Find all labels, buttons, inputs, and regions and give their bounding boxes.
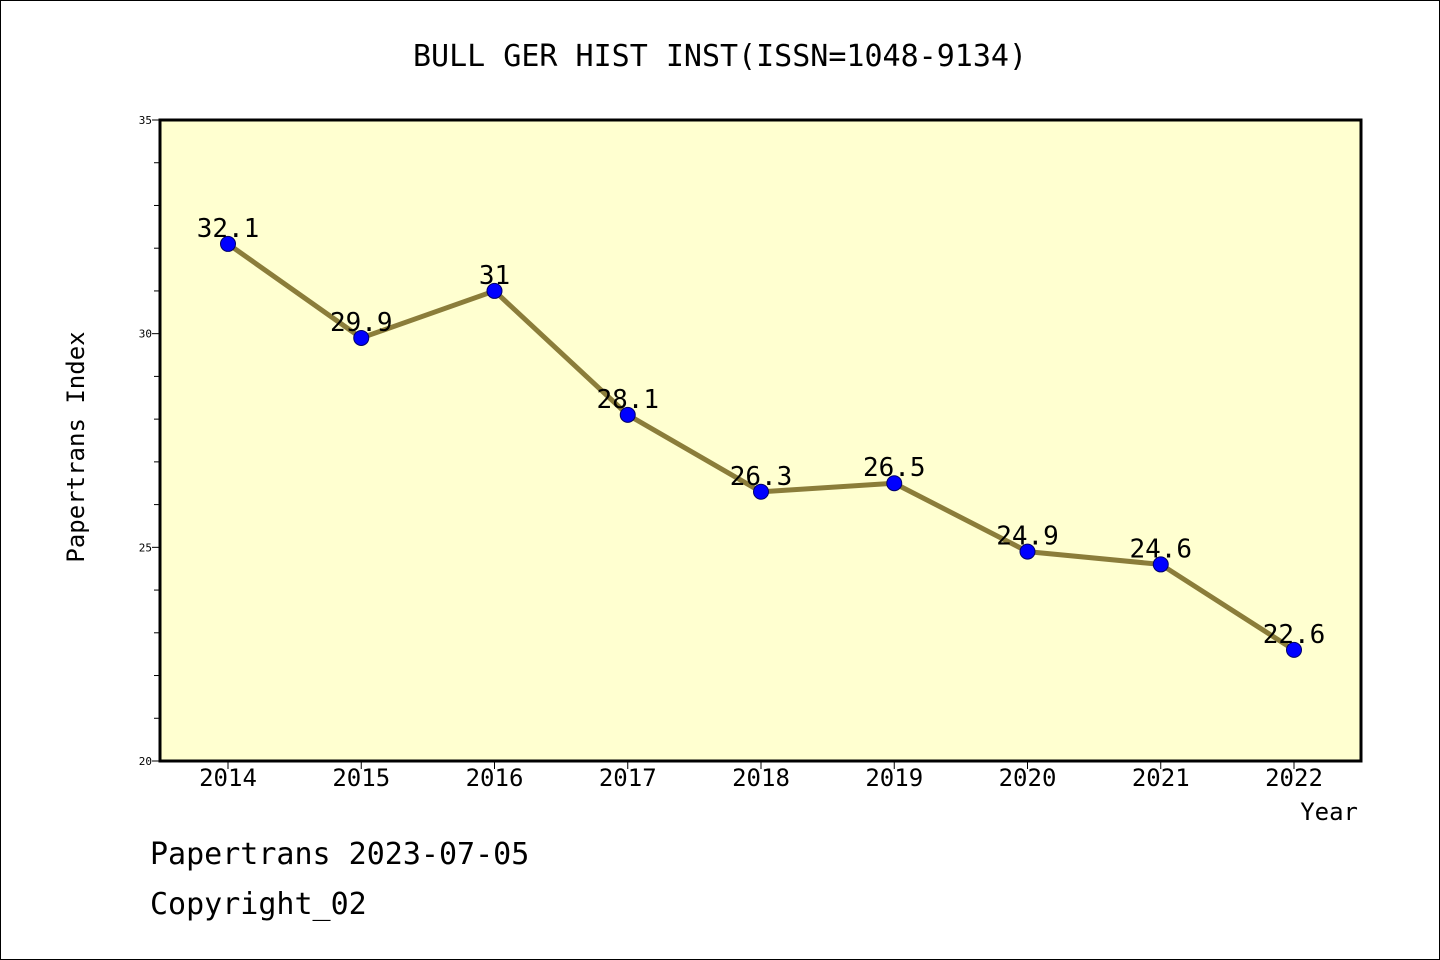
data-point [1286, 641, 1302, 658]
data-point [353, 329, 370, 346]
data-label: 29.9 [330, 308, 393, 338]
chart-title: BULL GER HIST INST(ISSN=1048-9134) [413, 39, 1027, 74]
data-label: 26.3 [730, 462, 793, 492]
data-label: 24.6 [1129, 534, 1192, 564]
data-point [753, 483, 769, 500]
data-point [1152, 556, 1169, 573]
data-point [886, 475, 903, 492]
x-tick-label: 2017 [599, 764, 657, 792]
x-tick-label: 2021 [1132, 764, 1190, 792]
y-tick-label: 30 [139, 328, 152, 341]
x-tick-label: 2016 [466, 764, 524, 792]
data-label: 32.1 [197, 214, 260, 244]
data-labels: 32.1 29.9 31 28.1 26.3 26.5 24.9 24.6 22.6 [197, 214, 1326, 650]
series-markers [220, 235, 1302, 658]
plot-area [158, 118, 1363, 763]
y-axis: 20 25 30 35 [139, 114, 160, 768]
x-tick-label: 2015 [332, 764, 390, 792]
y-axis-label: Papertrans Index [62, 331, 90, 562]
x-tick-label: 2019 [865, 764, 923, 792]
x-tick-label: 2018 [732, 764, 790, 792]
footer-date: Papertrans 2023-07-05 [150, 837, 529, 872]
data-label: 26.5 [863, 453, 926, 483]
data-point [619, 406, 636, 423]
x-tick-label: 2014 [199, 764, 257, 792]
data-point [1019, 543, 1036, 560]
x-tick-label: 2022 [1265, 764, 1323, 792]
data-point [220, 235, 236, 252]
data-label: 28.1 [596, 385, 659, 415]
footer-copyright: Copyright_02 [150, 887, 367, 922]
data-label: 31 [479, 261, 510, 291]
x-axis-label: Year [1300, 798, 1358, 826]
data-point [486, 282, 503, 299]
y-tick-label: 35 [139, 114, 152, 127]
data-label: 24.9 [996, 522, 1059, 552]
y-tick-label: 20 [139, 755, 152, 768]
y-tick-label: 25 [139, 541, 152, 554]
data-label: 22.6 [1263, 620, 1326, 650]
x-axis: 2014 2015 2016 2017 2018 2019 2020 2021 2022 [199, 761, 1323, 792]
x-tick-label: 2020 [999, 764, 1057, 792]
